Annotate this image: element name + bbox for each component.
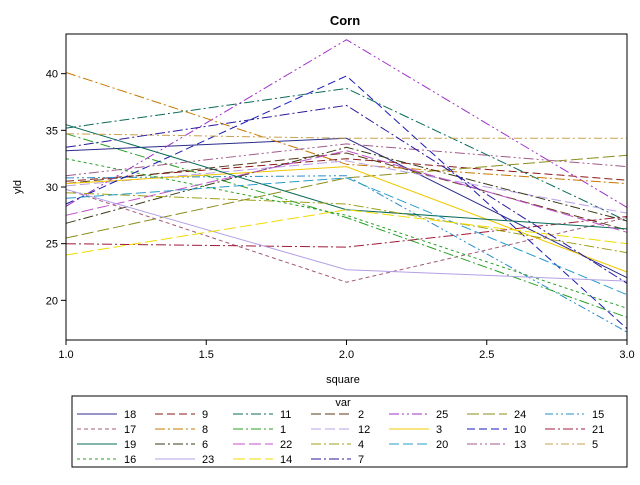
legend-label-9: 9 <box>202 409 208 421</box>
series-line-18 <box>65 137 628 279</box>
x-axis-label: square <box>326 374 360 386</box>
series-line-21 <box>65 216 628 248</box>
legend-label-12: 12 <box>358 424 370 436</box>
legend-label-14: 14 <box>280 454 292 466</box>
legend-label-22: 22 <box>280 439 292 451</box>
series-line-5 <box>65 133 627 139</box>
series-line-24 <box>65 154 628 239</box>
legend-label-1: 1 <box>280 424 286 436</box>
x-tick-label: 1.5 <box>199 349 214 361</box>
series-line-19 <box>65 124 628 230</box>
legend-label-2: 2 <box>358 409 364 421</box>
plot-area <box>65 39 628 333</box>
x-tick-label: 1.0 <box>58 349 73 361</box>
legend-label-25: 25 <box>436 409 448 421</box>
series-line-25 <box>65 39 628 208</box>
series-line-20 <box>65 177 628 296</box>
legend-label-21: 21 <box>592 424 604 436</box>
series-line-4 <box>65 192 628 254</box>
y-axis-label: yld <box>12 180 24 194</box>
series-line-13 <box>65 143 628 177</box>
legend-label-19: 19 <box>124 439 136 451</box>
legend-label-8: 8 <box>202 424 208 436</box>
series-line-15 <box>65 175 628 333</box>
legend-label-7: 7 <box>358 454 364 466</box>
legend-label-13: 13 <box>514 439 526 451</box>
series-line-23 <box>65 188 628 282</box>
legend-label-17: 17 <box>124 424 136 436</box>
series-line-17 <box>65 188 628 283</box>
y-tick-label: 20 <box>46 295 58 307</box>
legend-label-16: 16 <box>124 454 136 466</box>
x-tick-label: 3.0 <box>619 349 634 361</box>
legend-label-4: 4 <box>358 439 364 451</box>
legend-label-23: 23 <box>202 454 214 466</box>
y-tick-label: 40 <box>46 69 58 81</box>
legend-label-5: 5 <box>592 439 598 451</box>
x-tick-label: 2.0 <box>339 349 354 361</box>
series-line-22 <box>65 150 628 233</box>
legend-label-20: 20 <box>436 439 448 451</box>
series-line-10 <box>65 75 628 330</box>
series-line-9 <box>65 158 628 182</box>
series-line-14 <box>65 209 628 256</box>
legend-label-15: 15 <box>592 409 604 421</box>
chart-title: Corn <box>330 13 360 28</box>
series-line-7 <box>65 104 628 284</box>
legend-label-11: 11 <box>280 409 291 421</box>
y-tick-label: 35 <box>46 125 58 137</box>
legend-label-24: 24 <box>514 409 526 421</box>
legend-label-3: 3 <box>436 424 442 436</box>
legend-label-18: 18 <box>124 409 136 421</box>
legend-frame <box>71 395 628 468</box>
series-line-8 <box>65 72 628 185</box>
legend-title: var <box>335 397 351 409</box>
legend-label-10: 10 <box>514 424 526 436</box>
legend-label-6: 6 <box>202 439 208 451</box>
series-line-2 <box>65 152 628 231</box>
axes: 1.0 1.5 2.0 2.5 3.0 20 25 30 35 40 <box>46 33 635 361</box>
series-line-6 <box>65 146 628 224</box>
y-tick-label: 30 <box>46 182 58 194</box>
x-tick-label: 2.5 <box>479 349 494 361</box>
y-tick-label: 25 <box>46 239 58 251</box>
